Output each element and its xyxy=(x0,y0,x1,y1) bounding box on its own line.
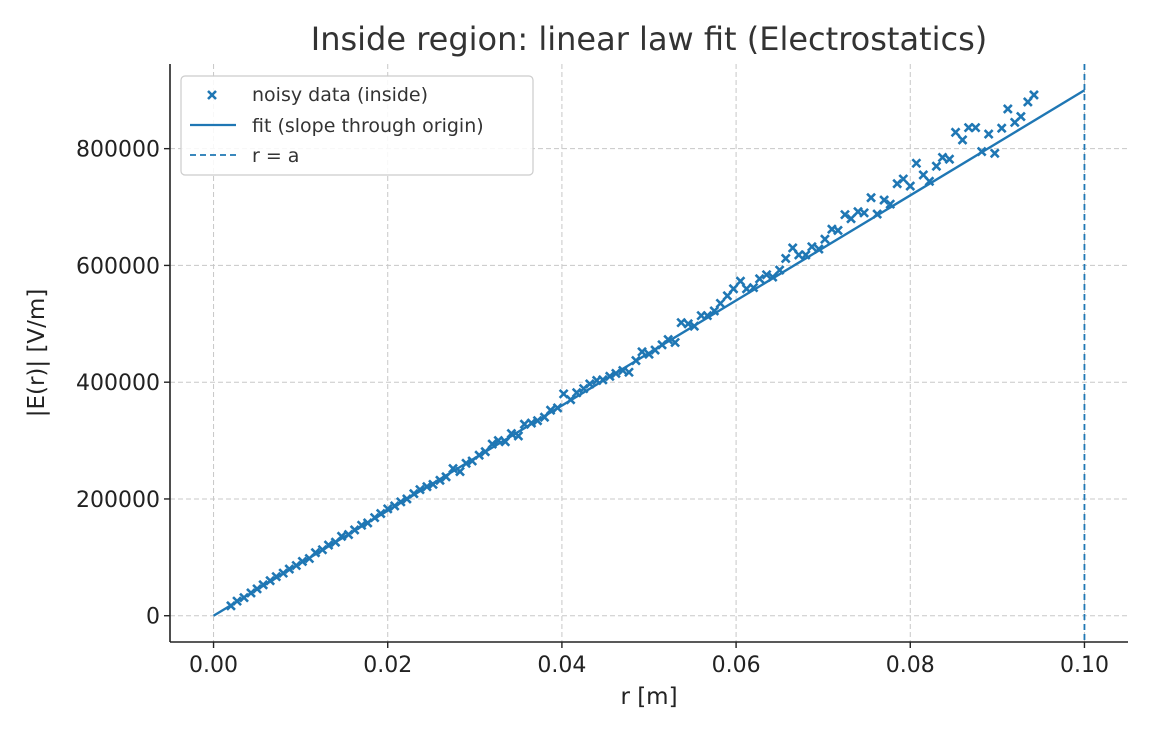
legend-label-fit: fit (slope through origin) xyxy=(252,115,484,137)
data-point xyxy=(624,367,634,378)
x-tick-label: 0.04 xyxy=(537,653,586,678)
x-axis-title: r [m] xyxy=(620,684,677,710)
data-point xyxy=(676,317,687,328)
x-tick-label: 0.06 xyxy=(712,653,761,678)
data-point xyxy=(944,154,955,165)
chart-title: Inside region: linear law fit (Electrost… xyxy=(311,20,987,58)
fit-line xyxy=(212,89,1086,617)
data-point xyxy=(833,225,843,236)
x-tick-label: 0.02 xyxy=(363,653,412,678)
legend-label-scatter: noisy data (inside) xyxy=(252,84,428,106)
data-point xyxy=(806,241,817,252)
data-point xyxy=(846,213,856,224)
y-tick-label: 0 xyxy=(146,605,160,630)
data-point xyxy=(937,152,948,163)
data-point xyxy=(970,122,981,133)
x-tick-label: 0.00 xyxy=(189,653,238,678)
data-point xyxy=(754,273,765,284)
data-point xyxy=(728,283,739,294)
data-point xyxy=(840,209,850,220)
data-point xyxy=(820,234,830,245)
data-point xyxy=(950,127,961,138)
data-point xyxy=(866,192,877,203)
data-point xyxy=(996,123,1007,134)
data-point xyxy=(859,207,870,218)
x-tick-label: 0.10 xyxy=(1060,653,1109,678)
data-point xyxy=(780,253,791,264)
data-point xyxy=(989,148,1000,159)
data-point xyxy=(1029,90,1039,100)
y-tick-label: 400000 xyxy=(76,371,160,396)
y-tick-label: 800000 xyxy=(76,138,160,163)
data-point xyxy=(709,306,720,316)
data-point xyxy=(735,276,746,287)
axes xyxy=(169,64,1128,643)
data-point xyxy=(1015,111,1026,122)
data-point xyxy=(879,195,890,205)
data-point xyxy=(761,269,772,280)
y-tick-label: 200000 xyxy=(76,488,160,513)
y-tick-label: 600000 xyxy=(76,254,160,279)
data-point xyxy=(931,161,942,172)
data-point xyxy=(448,463,458,474)
legend-box xyxy=(180,75,534,176)
legend: noisy data (inside) fit (slope through o… xyxy=(180,75,534,176)
data-point xyxy=(911,158,922,169)
data-point xyxy=(957,134,968,145)
data-point xyxy=(1002,104,1013,114)
data-point xyxy=(898,174,909,184)
legend-label-vline: r = a xyxy=(252,145,299,167)
data-point xyxy=(905,181,916,191)
data-point xyxy=(715,298,726,309)
y-axis-title: |E(r)| [V/m] xyxy=(24,289,50,418)
legend-marker-scatter xyxy=(207,90,217,100)
x-ticks: 0.00 0.02 0.04 0.06 0.08 0.10 xyxy=(189,642,1109,678)
data-point xyxy=(983,129,994,139)
fit-line-layer xyxy=(212,89,1086,617)
x-tick-label: 0.08 xyxy=(886,653,935,678)
y-ticks: 0 200000 400000 600000 800000 xyxy=(76,138,170,630)
